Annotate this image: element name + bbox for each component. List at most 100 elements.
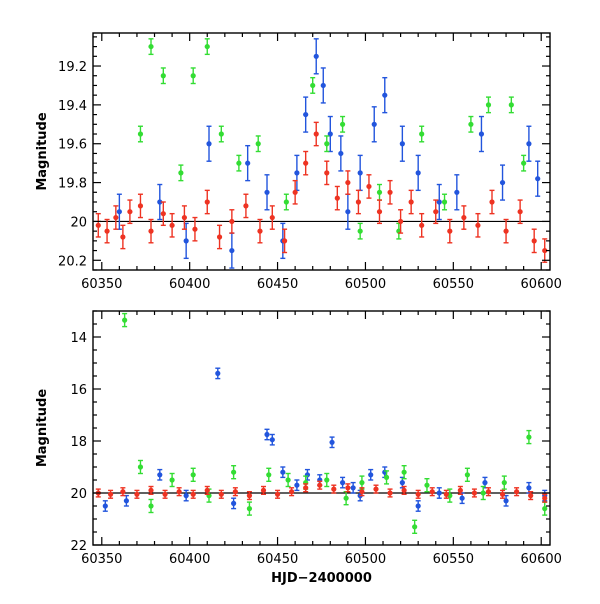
y-tick-label: 19.6 xyxy=(58,138,87,153)
data-point xyxy=(231,469,237,475)
data-point xyxy=(528,493,534,499)
data-point xyxy=(289,489,295,495)
series-2 xyxy=(137,38,527,240)
data-point xyxy=(303,111,309,118)
data-point xyxy=(107,491,114,497)
data-point xyxy=(501,480,507,486)
data-point xyxy=(229,247,235,254)
data-point xyxy=(190,472,196,478)
data-point xyxy=(104,228,110,234)
data-point xyxy=(415,170,421,176)
data-point xyxy=(376,189,383,195)
x-tick-label: 60550 xyxy=(433,552,474,567)
data-point xyxy=(137,464,144,470)
data-point xyxy=(310,82,316,89)
data-point xyxy=(542,495,548,501)
data-point xyxy=(169,222,175,228)
data-point xyxy=(408,199,414,205)
data-point xyxy=(120,234,126,240)
data-point xyxy=(218,131,224,137)
data-point xyxy=(245,160,251,166)
data-point xyxy=(281,238,288,244)
data-point xyxy=(482,480,488,486)
data-point xyxy=(376,209,383,215)
data-point xyxy=(206,141,212,147)
data-point xyxy=(176,489,182,495)
data-point xyxy=(246,506,253,512)
data-point xyxy=(503,228,509,234)
y-tick-label: 20 xyxy=(70,215,87,230)
data-point xyxy=(218,491,224,497)
data-point xyxy=(216,234,223,240)
data-point xyxy=(134,491,140,497)
data-point xyxy=(260,487,267,493)
data-point xyxy=(324,141,330,147)
data-point xyxy=(489,199,495,205)
data-point xyxy=(148,503,154,509)
data-point xyxy=(447,228,453,234)
x-tick-label: 60500 xyxy=(345,277,386,292)
data-point xyxy=(419,222,425,228)
data-point xyxy=(526,434,532,440)
data-point xyxy=(157,199,163,205)
bottom-panel: 60350 60400 60450 60500 60550 60600 14 16 18 20 22… xyxy=(35,310,562,586)
x-tick-label: 60500 xyxy=(345,552,386,567)
data-point xyxy=(160,73,166,79)
data-point xyxy=(204,199,210,205)
data-point xyxy=(320,82,326,89)
data-layer xyxy=(93,312,550,534)
data-point xyxy=(459,495,465,501)
x-axis-title: HJD−2400000 xyxy=(271,571,372,586)
data-point xyxy=(148,228,154,234)
data-point xyxy=(397,218,404,225)
data-point xyxy=(292,189,298,195)
data-point xyxy=(294,170,300,176)
x-tick-label: 60350 xyxy=(81,552,122,567)
data-point xyxy=(264,189,270,195)
data-point xyxy=(192,226,198,232)
data-point xyxy=(204,487,210,493)
data-point xyxy=(412,524,418,530)
data-point xyxy=(433,209,439,215)
data-point xyxy=(535,176,541,182)
y-tick-label: 20 xyxy=(70,487,87,502)
x-tick-label: 60400 xyxy=(169,277,210,292)
y-tick-label: 22 xyxy=(70,539,87,554)
data-point xyxy=(324,477,330,483)
data-point xyxy=(313,53,319,59)
data-point xyxy=(113,214,119,221)
data-point xyxy=(366,183,372,190)
data-point xyxy=(331,486,337,492)
data-point xyxy=(357,228,363,234)
x-tick-label: 60600 xyxy=(521,552,562,567)
x-tick-label: 60600 xyxy=(521,277,562,292)
data-point xyxy=(471,490,478,496)
data-point xyxy=(371,121,377,127)
data-point xyxy=(499,491,506,497)
data-layer xyxy=(93,38,550,269)
data-point xyxy=(350,485,356,491)
data-point xyxy=(383,474,390,480)
data-point xyxy=(269,437,275,443)
data-point xyxy=(436,490,442,496)
data-point xyxy=(401,469,407,475)
data-point xyxy=(266,472,272,478)
data-point xyxy=(508,102,514,108)
data-point xyxy=(324,170,330,176)
data-point xyxy=(399,141,405,147)
data-point xyxy=(441,199,448,205)
series-2 xyxy=(122,312,548,534)
data-point xyxy=(464,472,470,478)
series-0 xyxy=(95,480,548,503)
data-point xyxy=(468,121,474,127)
plot-frame xyxy=(92,310,551,546)
data-point xyxy=(517,209,523,215)
data-point xyxy=(294,482,300,488)
data-point xyxy=(368,472,374,478)
data-point xyxy=(480,490,486,496)
y-tick-label: 19.4 xyxy=(58,99,87,114)
data-point xyxy=(246,493,253,499)
data-point xyxy=(190,73,196,79)
data-point xyxy=(169,477,175,483)
